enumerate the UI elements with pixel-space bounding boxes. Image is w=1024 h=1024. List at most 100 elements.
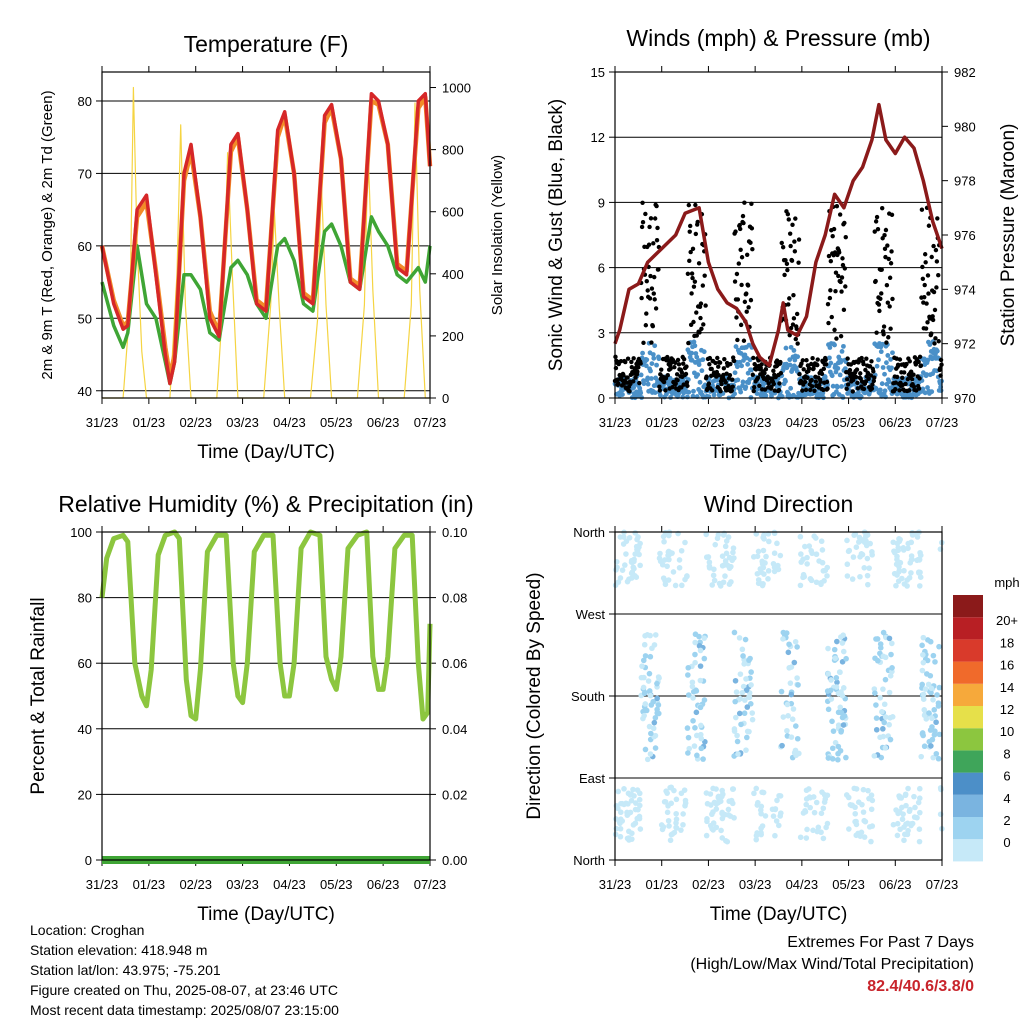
direction-point xyxy=(682,539,688,546)
gust-point xyxy=(750,372,756,377)
gust-point xyxy=(636,365,641,370)
gust-point xyxy=(778,359,783,365)
direction-point xyxy=(899,575,905,582)
gust-point xyxy=(843,284,848,289)
legend-label: 0 xyxy=(1003,835,1010,850)
wind-point xyxy=(925,357,931,363)
direction-point xyxy=(618,809,624,816)
direction-point xyxy=(840,632,846,639)
direction-point xyxy=(652,714,659,721)
gust-point xyxy=(785,267,790,273)
direction-point xyxy=(888,651,894,658)
direction-point xyxy=(829,756,836,762)
direction-point xyxy=(743,747,749,753)
direction-point xyxy=(644,756,651,763)
direction-point xyxy=(919,667,926,674)
direction-point xyxy=(897,826,903,833)
direction-point xyxy=(912,804,918,811)
direction-point xyxy=(686,745,693,752)
direction-point xyxy=(793,752,799,759)
gust-point xyxy=(748,240,753,245)
wind-point xyxy=(879,381,885,387)
gust-point xyxy=(911,372,916,377)
direction-point xyxy=(671,787,677,794)
gust-point xyxy=(931,243,936,249)
y-right-tick-label: 0 xyxy=(442,391,449,406)
gust-point xyxy=(782,272,787,278)
direction-point xyxy=(765,576,771,582)
direction-point xyxy=(852,810,859,817)
wind-point xyxy=(732,391,737,397)
gust-point xyxy=(937,366,943,371)
direction-point xyxy=(696,643,703,649)
direction-point xyxy=(818,829,824,836)
gust-point xyxy=(716,373,721,378)
gust-point xyxy=(797,371,802,377)
wind-point xyxy=(886,379,892,385)
legend-swatch xyxy=(953,706,983,729)
direction-point xyxy=(689,683,696,690)
direction-point xyxy=(641,674,647,681)
wind-point xyxy=(749,367,754,373)
direction-point xyxy=(642,653,649,659)
legend-title: mph xyxy=(994,575,1019,590)
direction-point xyxy=(864,572,871,579)
direction-point xyxy=(889,664,895,671)
direction-point xyxy=(697,731,704,738)
gust-point xyxy=(907,359,912,364)
gust-point xyxy=(882,233,887,238)
direction-point xyxy=(717,583,724,589)
direction-point xyxy=(873,726,880,733)
gust-point xyxy=(826,320,831,326)
gust-point xyxy=(872,375,877,380)
gust-point xyxy=(759,362,764,367)
gust-point xyxy=(897,357,903,362)
extremes-subtitle: (High/Low/Max Wind/Total Precipitation) xyxy=(690,956,974,973)
direction-point xyxy=(760,564,767,571)
direction-point xyxy=(810,794,817,800)
direction-point xyxy=(659,561,666,568)
gust-point xyxy=(917,376,922,381)
direction-point xyxy=(911,793,917,800)
direction-point xyxy=(916,583,923,589)
gust-point xyxy=(800,388,805,393)
direction-point xyxy=(753,832,760,839)
gust-point xyxy=(788,325,794,331)
direction-point xyxy=(816,558,822,564)
y-tick-label: 60 xyxy=(78,239,92,254)
gust-point xyxy=(839,289,844,294)
direction-point xyxy=(697,663,704,669)
gust-point xyxy=(654,238,660,243)
direction-point xyxy=(755,577,762,583)
direction-point xyxy=(803,835,810,841)
direction-point xyxy=(838,709,845,716)
wind-point xyxy=(691,388,696,394)
direction-point xyxy=(866,565,872,571)
direction-point xyxy=(623,800,629,807)
direction-point xyxy=(785,713,791,719)
direction-point xyxy=(613,567,619,573)
y-right-tick-label: 1000 xyxy=(442,81,471,96)
direction-point xyxy=(693,687,699,693)
direction-point xyxy=(806,543,813,549)
direction-point xyxy=(685,664,692,671)
direction-point xyxy=(828,677,834,683)
gust-point xyxy=(629,364,635,370)
gust-point xyxy=(874,214,880,220)
gust-point xyxy=(691,319,696,325)
direction-point xyxy=(836,669,843,675)
direction-point xyxy=(915,799,922,806)
direction-point xyxy=(703,832,710,839)
direction-point xyxy=(758,803,765,810)
y-tick-label: 50 xyxy=(78,311,92,326)
gust-point xyxy=(836,273,841,279)
direction-point xyxy=(901,567,907,574)
x-tick-label: 05/23 xyxy=(832,415,865,430)
direction-point xyxy=(853,821,860,828)
gust-point xyxy=(656,267,661,272)
gust-point xyxy=(799,361,804,366)
extremes-title: Extremes For Past 7 Days xyxy=(787,934,974,951)
y-tick-label: 100 xyxy=(70,525,92,540)
direction-point xyxy=(633,800,639,806)
direction-point xyxy=(919,681,925,688)
